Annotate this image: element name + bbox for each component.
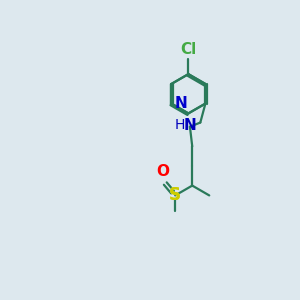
Text: N: N <box>184 118 197 133</box>
Text: H: H <box>175 118 185 132</box>
Text: N: N <box>175 96 188 111</box>
Text: S: S <box>169 186 181 204</box>
Text: S: S <box>169 186 181 204</box>
Text: Cl: Cl <box>180 42 196 57</box>
Text: S: S <box>169 186 181 204</box>
Text: O: O <box>156 164 169 178</box>
